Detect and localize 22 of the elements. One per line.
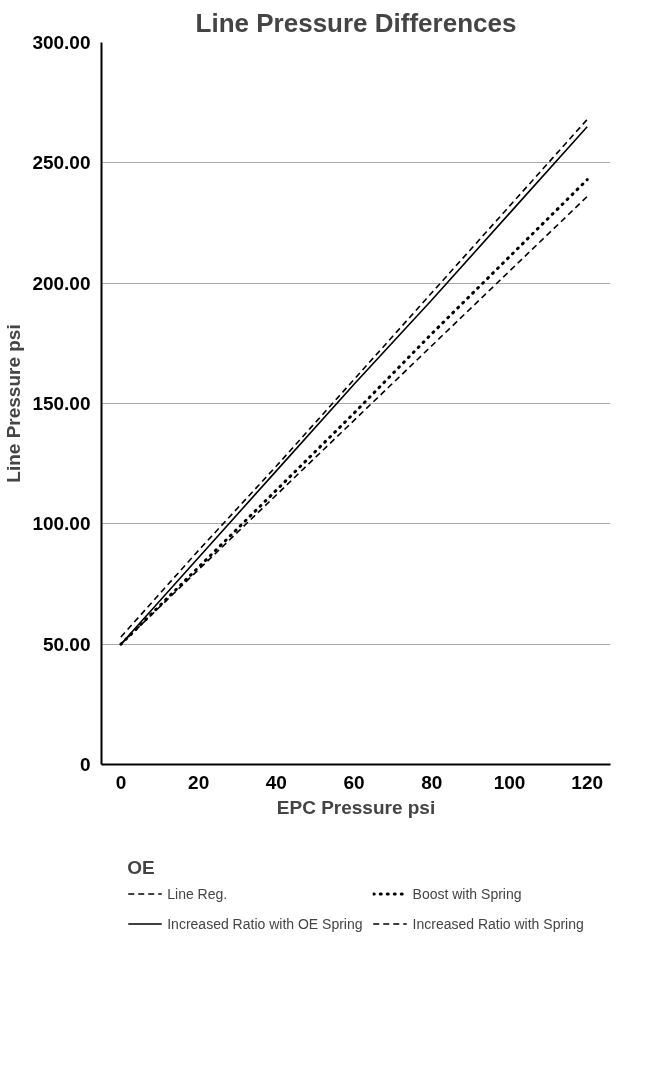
y-axis-title: Line Pressure psi [3, 324, 25, 483]
legend-label: Line Reg. [167, 885, 228, 902]
y-tick-label: 100.00 [32, 513, 91, 535]
x-tick-label: 60 [343, 771, 365, 793]
y-tick-label: 300.00 [32, 32, 91, 53]
x-tick-label: 120 [571, 771, 604, 793]
y-tick-label: 50.00 [42, 633, 91, 655]
x-tick-label: 0 [115, 771, 127, 793]
x-tick-label: 20 [188, 771, 210, 793]
legend-title: OE [127, 856, 156, 879]
x-tick-label: 40 [265, 771, 287, 793]
y-tick-label: 200.00 [32, 272, 91, 294]
y-tick-label: 150.00 [32, 393, 91, 414]
y-tick-label: 0 [79, 754, 91, 775]
x-tick-label: 80 [421, 771, 443, 793]
x-axis-title: EPC Pressure psi [276, 796, 436, 818]
x-tick-label: 100 [493, 771, 526, 793]
legend-label: Increased Ratio with OE Spring [167, 915, 363, 932]
y-tick-label: 250.00 [32, 152, 91, 174]
legend-label: Boost with Spring [412, 885, 522, 902]
chart-title: Line Pressure Differences [195, 7, 517, 38]
legend-label: Increased Ratio with Spring [412, 915, 584, 932]
